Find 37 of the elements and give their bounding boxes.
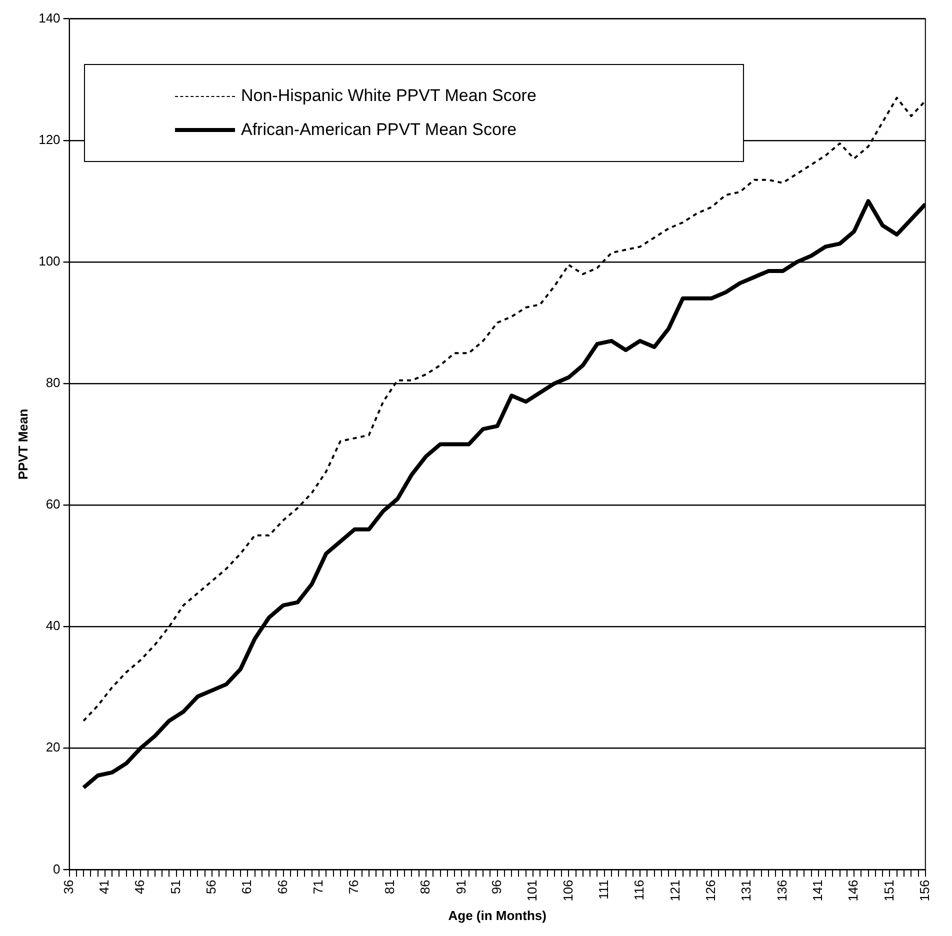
y-tick-label: 40	[46, 618, 60, 634]
x-tick-label: 121	[667, 880, 682, 902]
x-tick-label: 71	[310, 880, 326, 894]
x-tick-label: 46	[132, 880, 148, 894]
x-tick-label: 51	[168, 880, 183, 894]
x-tick-label: 156	[916, 880, 932, 902]
legend-label: Non-Hispanic White PPVT Mean Score	[241, 86, 536, 106]
x-tick-label: 36	[60, 880, 76, 894]
x-tick-label: 86	[418, 880, 433, 894]
y-tick-label: 80	[46, 375, 60, 390]
x-tick-label: 116	[632, 880, 647, 900]
x-tick-label: 146	[846, 880, 861, 902]
legend-label: African-American PPVT Mean Score	[241, 120, 517, 140]
x-tick-label: 106	[560, 880, 576, 902]
x-tick-label: 126	[702, 880, 718, 902]
y-tick-label: 60	[46, 496, 60, 512]
x-tick-label: 61	[239, 880, 254, 894]
x-tick-label: 81	[382, 880, 397, 894]
x-tick-label: 56	[204, 880, 219, 894]
y-axis-title: PPVT Mean	[15, 408, 30, 480]
x-tick-label: 111	[596, 880, 611, 900]
y-tick-label: 20	[46, 740, 60, 755]
y-tick-label: 140	[38, 10, 60, 26]
y-tick-label: 120	[38, 132, 60, 147]
x-tick-label: 76	[346, 880, 362, 894]
x-tick-label: 101	[524, 880, 540, 902]
x-tick-label: 91	[453, 880, 468, 894]
x-tick-label: 66	[274, 880, 290, 894]
x-axis-title: Age (in Months)	[448, 908, 546, 923]
x-tick-label: 96	[488, 880, 504, 894]
x-tick-label: 131	[738, 880, 754, 902]
y-tick-label: 0	[53, 861, 60, 876]
x-tick-label: 136	[774, 880, 790, 902]
x-tick-label: 141	[810, 880, 825, 902]
y-tick-label: 100	[38, 253, 60, 268]
x-tick-label: 41	[96, 880, 112, 894]
x-tick-label: 151	[881, 880, 896, 902]
